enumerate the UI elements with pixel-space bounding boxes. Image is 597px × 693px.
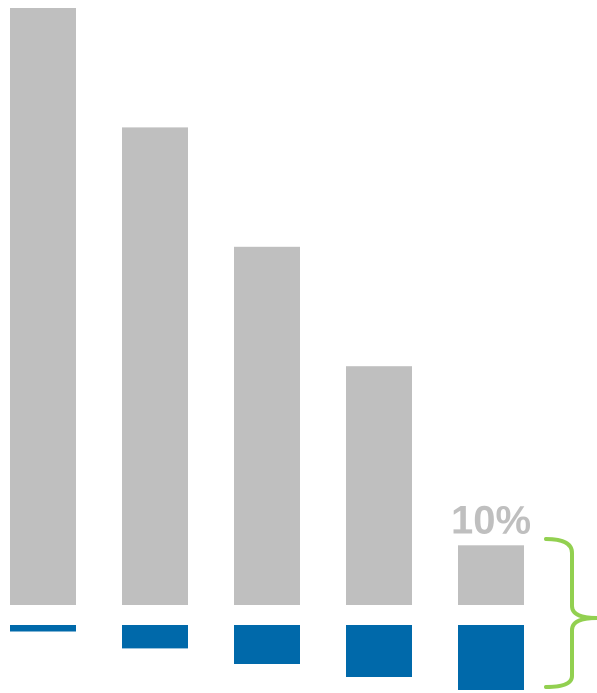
- upper-bar-4: [346, 366, 412, 605]
- lower-bar-3: [234, 625, 300, 664]
- upper-bar-series: [10, 8, 524, 606]
- lower-bar-2: [122, 625, 188, 649]
- lower-bar-5: [458, 625, 524, 690]
- upper-bar-3: [234, 246, 300, 606]
- data-label-10-percent: 10%: [451, 498, 531, 542]
- upper-bar-1: [10, 8, 76, 605]
- lower-bar-1: [10, 625, 76, 632]
- upper-bar-5: [458, 545, 524, 605]
- lower-bar-series: [10, 625, 524, 690]
- lower-bar-4: [346, 625, 412, 677]
- upper-bar-2: [122, 127, 188, 606]
- curly-brace: [544, 537, 597, 689]
